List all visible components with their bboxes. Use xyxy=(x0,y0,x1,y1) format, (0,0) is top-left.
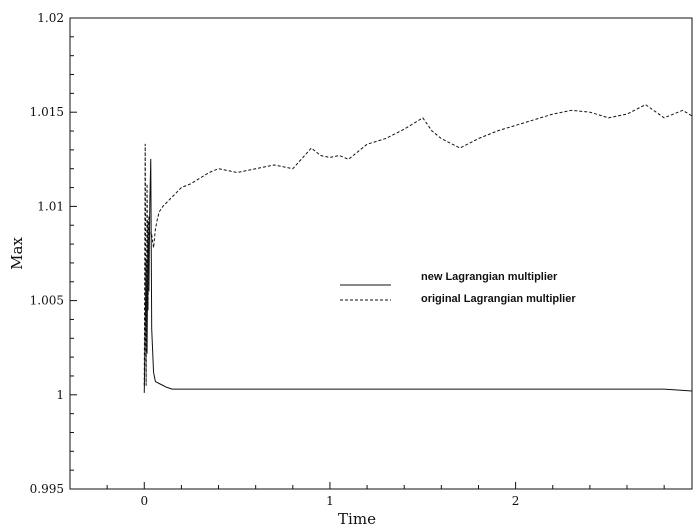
y-tick-label: 1 xyxy=(56,388,64,402)
y-tick-label: 1.015 xyxy=(30,105,64,119)
series-lines xyxy=(143,104,693,393)
plot-frame xyxy=(69,17,693,490)
axis-tick-labels: 0.995 1 1.005 1.01 1.015 1.02 0 1 2 xyxy=(30,11,520,508)
y-axis-title: Max xyxy=(8,237,26,270)
y-tick-label: 1.02 xyxy=(37,11,64,25)
legend-label-original-lagrangian-multiplier: original Lagrangian multiplier xyxy=(421,293,576,305)
x-axis-title: Time xyxy=(338,510,376,528)
y-tick-label: 1.01 xyxy=(37,199,64,213)
series-line-original-lagrangian-multiplier xyxy=(143,104,693,386)
legend-label-new-lagrangian-multiplier: new Lagrangian multiplier xyxy=(421,271,558,283)
y-tick-label: 1.005 xyxy=(30,294,64,308)
x-tick-label: 0 xyxy=(140,494,148,508)
series-line-new-lagrangian-multiplier xyxy=(143,158,693,393)
y-tick-label: 0.995 xyxy=(30,482,64,496)
x-tick-label: 1 xyxy=(326,494,334,508)
x-tick-label: 2 xyxy=(512,494,520,508)
axis-ticks xyxy=(69,17,665,490)
legend: new Lagrangian multiplier original Lagra… xyxy=(340,271,576,305)
